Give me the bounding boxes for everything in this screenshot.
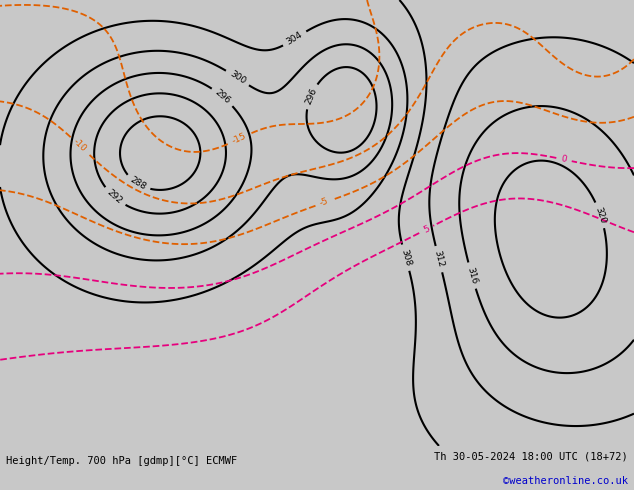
Text: -15: -15 [230, 132, 248, 146]
Text: 316: 316 [465, 266, 479, 285]
Text: 308: 308 [399, 248, 412, 267]
Text: 300: 300 [228, 70, 247, 86]
Text: 304: 304 [285, 30, 304, 47]
Text: -10: -10 [71, 137, 88, 154]
Text: 312: 312 [432, 250, 445, 269]
Text: 0: 0 [560, 154, 568, 165]
Text: Height/Temp. 700 hPa [gdmp][°C] ECMWF: Height/Temp. 700 hPa [gdmp][°C] ECMWF [6, 456, 238, 466]
Text: 320: 320 [593, 206, 607, 224]
Text: ©weatheronline.co.uk: ©weatheronline.co.uk [503, 476, 628, 486]
Text: Th 30-05-2024 18:00 UTC (18+72): Th 30-05-2024 18:00 UTC (18+72) [434, 452, 628, 462]
Text: 296: 296 [213, 88, 232, 106]
Text: 5: 5 [422, 224, 431, 235]
Text: 292: 292 [105, 188, 124, 206]
Text: -5: -5 [319, 197, 330, 208]
Text: 288: 288 [128, 175, 148, 192]
Text: 296: 296 [304, 87, 318, 106]
